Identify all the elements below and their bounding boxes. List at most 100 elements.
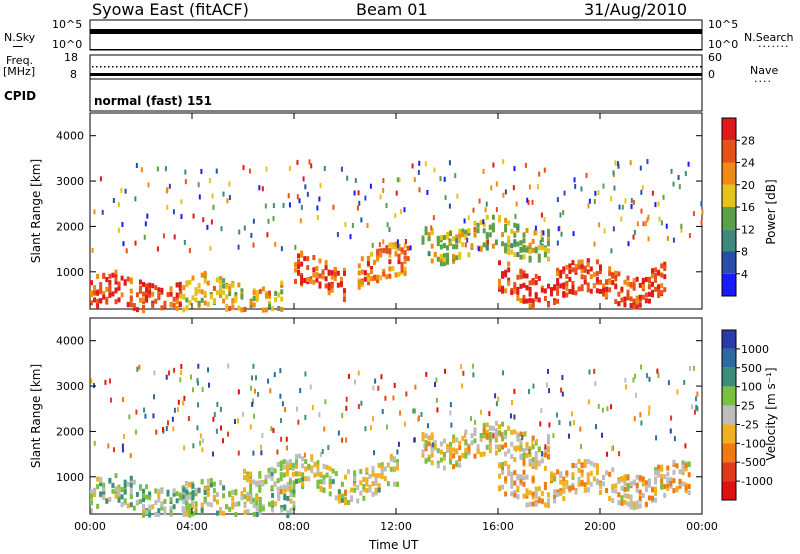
heatmap-cell [353,476,357,482]
heatmap-cell [222,283,226,289]
nave-dot [216,66,218,68]
heatmap-cell [696,406,699,412]
heatmap-cell [458,238,462,244]
heatmap-cell [449,442,453,448]
heatmap-cell [252,296,256,302]
heatmap-cell [246,477,250,483]
heatmap-cell [178,281,182,287]
heatmap-cell [129,502,133,508]
heatmap-cell [617,479,621,485]
heatmap-cell [656,368,659,374]
heatmap-cell [99,176,102,182]
heatmap-cell [142,493,146,499]
heatmap-cell [346,175,349,181]
heatmap-cell [228,286,232,292]
heatmap-cell [623,499,627,505]
heatmap-cell [528,249,532,255]
heatmap-cell [212,204,215,210]
heatmap-cell [531,501,535,507]
nave-dot [312,66,314,68]
nave-dot [120,66,122,68]
heatmap-cell [380,474,384,480]
heatmap-cell [258,483,262,489]
heatmap-cell [354,379,357,385]
heatmap-cell [580,443,583,449]
heatmap-cell [525,452,529,458]
heatmap-cell [215,510,219,516]
heatmap-cell [421,235,425,241]
heatmap-cell [323,166,326,172]
heatmap-cell [316,215,319,221]
heatmap-cell [442,243,446,249]
heatmap-cell [271,306,275,312]
heatmap-cell [108,279,112,285]
heatmap-cell [424,161,427,167]
x-tick-label: 08:00 [278,520,310,533]
heatmap-cell [292,505,296,511]
heatmap-cell [209,245,212,251]
nave-dot [316,66,318,68]
heatmap-cell [371,242,374,248]
heatmap-cell [396,449,399,455]
heatmap-cell [516,436,520,442]
heatmap-cell [209,294,213,300]
heatmap-cell [445,255,449,261]
heatmap-cell [531,440,534,446]
heatmap-cell [357,280,361,286]
heatmap-cell [463,218,466,224]
heatmap-cell [534,273,538,279]
heatmap-cell [334,495,338,501]
nave-dot [524,66,526,68]
heatmap-cell [391,244,395,250]
nave-dot [184,66,186,68]
heatmap-cell [504,429,508,435]
heatmap-cell [138,279,142,285]
heatmap-cell [163,510,167,516]
heatmap-cell [246,496,250,502]
heatmap-cell [283,489,287,495]
heatmap-cell [249,479,253,485]
heatmap-cell [175,491,179,497]
heatmap-cell [486,239,489,245]
heatmap-cell [135,292,139,298]
heatmap-cell [421,436,425,442]
heatmap-cell [201,447,204,453]
heatmap-cell [406,245,410,251]
colorbar-segment [722,251,736,274]
heatmap-cell [105,277,109,283]
heatmap-cell [194,487,198,493]
heatmap-cell [418,187,421,193]
nave-dot [520,66,522,68]
heatmap-cell [513,429,517,435]
heatmap-cell [545,382,548,388]
heatmap-cell [660,473,664,479]
cpid-value: normal (fast) 151 [94,94,212,108]
heatmap-cell [135,162,138,168]
heatmap-cell [273,481,277,487]
heatmap-cell [341,412,344,418]
heatmap-cell [640,364,643,370]
heatmap-cell [509,413,512,419]
heatmap-cell [458,254,462,260]
heatmap-cell [452,453,456,459]
heatmap-cell [528,286,532,292]
heatmap-cell [250,232,253,238]
heatmap-cell [316,464,320,470]
heatmap-cell [404,238,407,244]
heatmap-cell [153,394,156,400]
nave-dot [484,66,486,68]
heatmap-cell [580,469,584,475]
heatmap-cell [382,248,386,254]
noise-tick-left-bottom: 10^0 [52,38,83,51]
heatmap-cell [595,279,599,285]
heatmap-cell [617,301,621,307]
heatmap-cell [473,438,477,444]
heatmap-cell [166,204,169,210]
heatmap-cell [347,469,351,475]
heatmap-cell [237,282,241,288]
heatmap-cell [476,228,480,234]
heatmap-cell [427,236,431,242]
heatmap-cell [242,165,245,171]
heatmap-cell [168,183,171,189]
nave-dot [224,66,226,68]
